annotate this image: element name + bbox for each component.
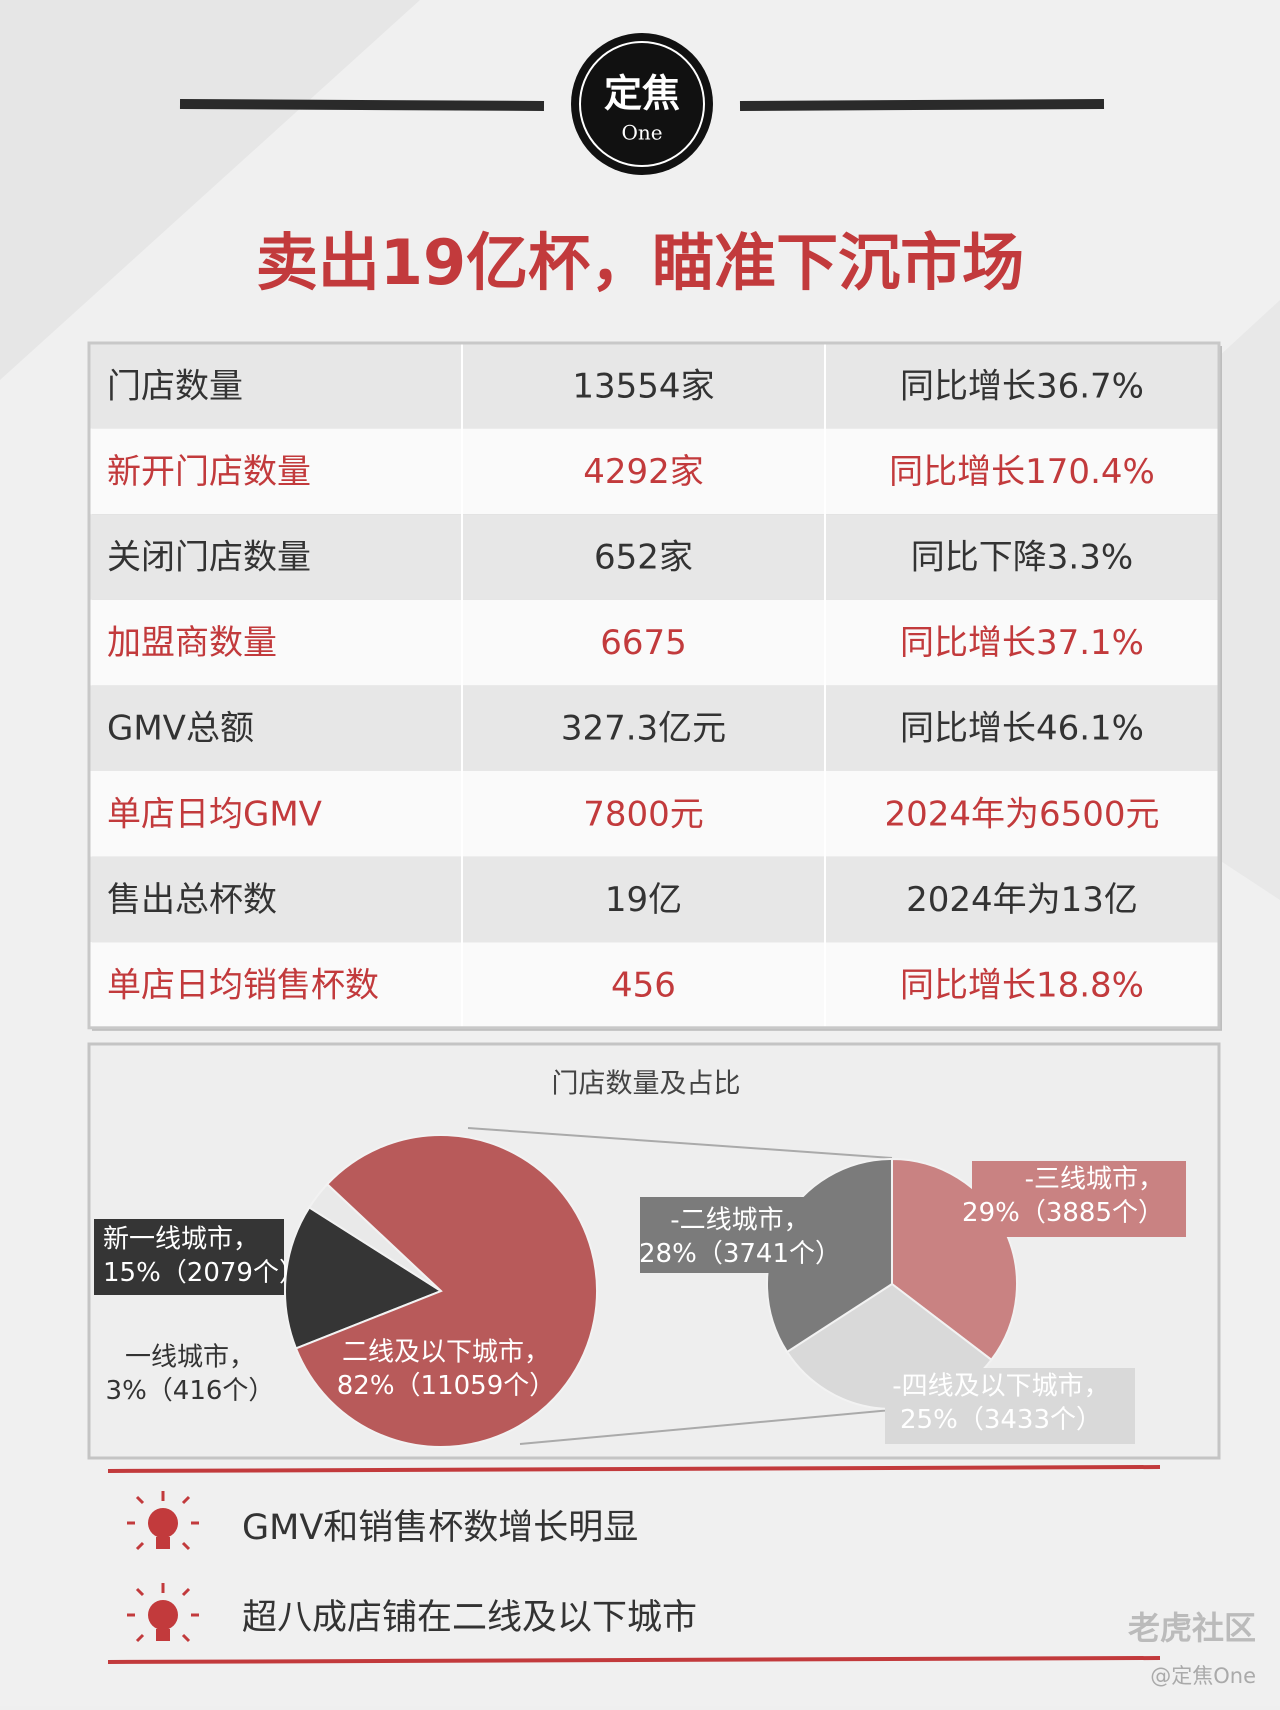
table: 门店数量 13554家 同比增长36.7% 新开门店数量 4292家 同比增长170.4%… [87,341,1222,1031]
slice-count: （3741个） [697,1239,841,1269]
slice-value: 28%（3741个） [639,1239,841,1269]
bulb-icon [127,1491,199,1551]
slice-count: （2079个） [161,1258,305,1288]
slice-percent: 25% [900,1405,958,1435]
logo-rule [179,99,545,111]
table-cell: 门店数量 [107,366,243,406]
note-rule [107,1465,1161,1473]
connector [467,1127,893,1159]
table-cell: 456 [611,966,676,1006]
table-row [89,856,1219,943]
slice-value: 3%（416个） [106,1376,275,1406]
logo-ring [579,41,705,167]
note: 超八成店铺在二线及以下城市 [242,1598,697,1638]
slice-count: （11059个） [395,1371,556,1401]
table-cell: 同比增长36.7% [900,366,1144,406]
connector [519,1409,893,1445]
table-cell: 单店日均GMV [107,794,322,834]
slice-value: 82%（11059个） [337,1371,556,1401]
slice-category: -四线及以下城市， [892,1372,1109,1402]
table-cell: 6675 [600,623,687,663]
watermark-author: @定焦One [1150,1664,1256,1688]
table-cell: 652家 [594,538,693,578]
slice-count: （3885个） [1020,1198,1164,1228]
slice-percent: 15% [103,1258,161,1288]
table-cell: 同比增长18.8% [900,966,1144,1006]
note-rule [107,1656,1161,1664]
chart-title: 门店数量及占比 [552,1069,741,1100]
table-cell: 同比增长37.1% [900,623,1144,663]
table-cell: 加盟商数量 [107,623,277,663]
table-row [89,685,1219,771]
table-cell: 新开门店数量 [107,452,311,492]
table-row [89,771,1219,857]
table-cell: 关闭门店数量 [107,538,311,578]
table-cell: 同比下降3.3% [911,538,1133,578]
logo-rule [739,99,1105,111]
logo-circle [571,33,713,175]
table-cell: 同比增长46.1% [900,709,1144,749]
table-border [87,341,1221,1030]
page-title: 卖出19亿杯，瞄准下沉市场 [256,226,1024,299]
slice-category: 一线城市， [125,1343,255,1373]
table-row [89,428,1219,515]
slice-value: 29%（3885个） [962,1198,1164,1228]
slice-category: -二线城市， [670,1206,809,1236]
slice-percent: 82% [337,1371,395,1401]
slice-percent: 29% [962,1198,1020,1228]
watermark-site: 老虎社区 [1128,1609,1256,1647]
logo-sub: One [621,121,662,145]
pie-slice [294,1134,598,1448]
label-box [972,1161,1186,1237]
slice-category: -三线城市， [1025,1165,1164,1195]
table-cell: 7800元 [583,794,704,834]
table-row [89,514,1219,600]
label-box [885,1368,1135,1444]
table-cell: 单店日均销售杯数 [107,966,379,1006]
table-cell: GMV总额 [107,709,254,749]
slice-count: （416个） [147,1376,275,1406]
slice-category: 二线及以下城市， [342,1338,550,1368]
charts: 新一线城市，15%（2079个） 一线城市，3%（416个） 二线及以下城市，82%… [94,1134,1186,1448]
label-box [640,1197,840,1273]
slice-value: 15%（2079个） [103,1258,305,1288]
table-cell: 同比增长170.4% [889,452,1155,492]
table-cell: 2024年为6500元 [884,794,1159,834]
slice-value: 25%（3433个） [900,1405,1102,1435]
label-box [94,1219,284,1295]
note: GMV和销售杯数增长明显 [242,1508,638,1548]
table-row [89,343,1219,429]
pie-slice [283,1206,444,1350]
slice-count: （3433个） [958,1405,1102,1435]
bg-shape [0,0,420,380]
table-cell: 19亿 [605,880,682,920]
logo-main: 定焦 [604,72,680,116]
table-cell: 13554家 [572,366,714,406]
slice-percent: 28% [639,1239,697,1269]
bulb-icon [127,1583,199,1643]
table-cell: 4292家 [583,452,704,492]
slice-category: 新一线城市， [103,1225,259,1255]
table-row [89,942,1219,1028]
table-cell: 327.3亿元 [561,709,726,749]
table-cell: 售出总杯数 [107,880,277,920]
slice-percent: 3% [106,1376,147,1406]
table-row [89,599,1219,686]
table-cell: 2024年为13亿 [906,880,1138,920]
